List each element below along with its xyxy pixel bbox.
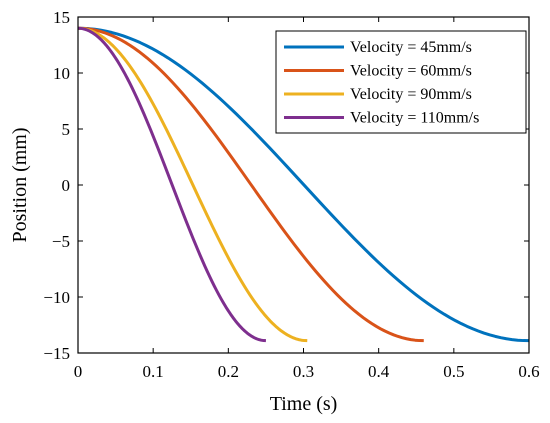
legend-label-4: Velocity = 110mm/s [350, 110, 479, 127]
axis-ticks: 0 0.1 0.2 0.3 0.4 0.5 0.6 −15 −10 −5 0 5 10 15 [43, 8, 539, 381]
y-tick-label: 15 [53, 8, 70, 27]
series-line-2 [77, 26, 424, 343]
series-line-3 [77, 26, 308, 343]
y-tick-label: 10 [53, 64, 70, 83]
y-tick-label: −5 [52, 232, 70, 251]
series-line-4 [77, 26, 266, 343]
x-tick-label: 0.5 [443, 362, 464, 381]
x-tick-label: 0.6 [518, 362, 539, 381]
x-tick-label: 0.2 [218, 362, 239, 381]
x-tick-label: 0.4 [368, 362, 390, 381]
legend-label-1: Velocity = 45mm/s [350, 39, 472, 56]
legend-label-3: Velocity = 90mm/s [350, 86, 472, 103]
y-tick-label: 5 [62, 120, 71, 139]
x-tick-label: 0.3 [293, 362, 314, 381]
y-axis-label: Position (mm) [9, 127, 31, 242]
series-line-1 [77, 26, 530, 343]
legend: Velocity = 45mm/s Velocity = 60mm/s Veloci… [275, 30, 527, 134]
x-axis-label: Time (s) [270, 393, 338, 415]
y-tick-label: −10 [43, 288, 70, 307]
x-tick-label: 0.1 [143, 362, 164, 381]
x-tick-label: 0 [74, 362, 83, 381]
y-tick-label: −15 [43, 344, 70, 363]
legend-label-2: Velocity = 60mm/s [350, 63, 472, 80]
y-tick-label: 0 [62, 176, 71, 195]
